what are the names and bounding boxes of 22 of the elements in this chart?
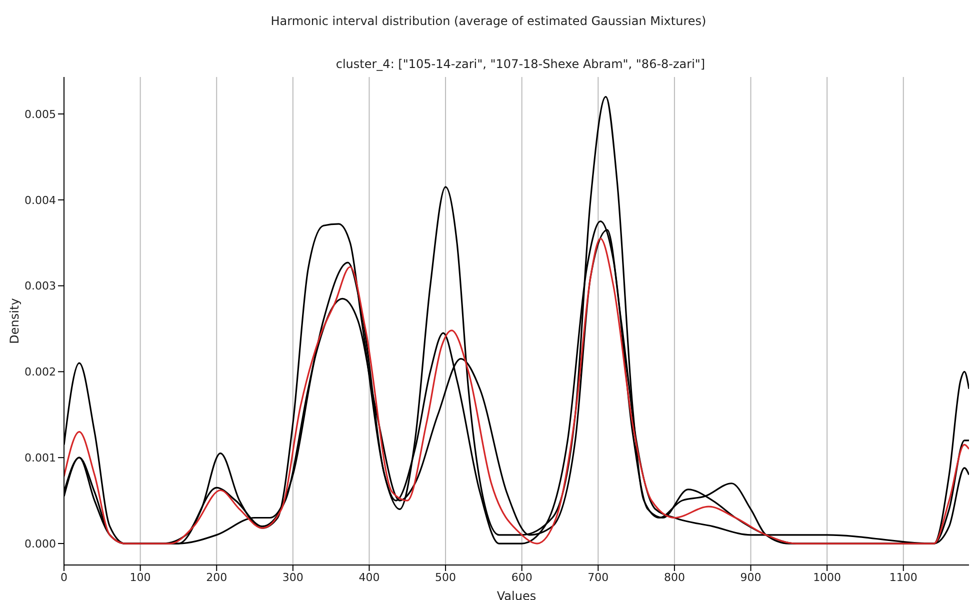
x-tick-label: 600 [511,570,532,584]
x-tick-label: 700 [588,570,609,584]
x-tick-label: 500 [435,570,456,584]
y-tick-label: 0.005 [24,108,56,121]
y-tick-label: 0.004 [24,194,56,207]
x-tick-label: 300 [282,570,304,584]
y-tick-label: 0.003 [24,280,56,293]
x-tick-label: 1100 [889,570,918,584]
x-tick-label: 1000 [813,570,842,584]
x-axis-title: Values [496,589,536,600]
x-tick-label: 200 [206,570,228,584]
chart-subtitle: cluster_4: ["105-14-zari", "107-18-Shexe Abram", "86-8-zari"] [334,57,706,71]
chart-title: Harmonic interval distribution (average of estimated Gaussian Mixtures) [270,14,708,28]
x-tick-label: 800 [664,570,685,584]
x-tick-label: 900 [740,570,762,584]
y-axis-title: Density [7,298,22,344]
y-tick-label: 0.000 [24,537,56,550]
x-tick-label: 0 [60,570,68,584]
y-tick-label: 0.001 [24,452,56,465]
x-tick-label: 400 [358,570,380,584]
y-tick-label: 0.002 [24,366,56,379]
x-tick-label: 100 [130,570,151,584]
